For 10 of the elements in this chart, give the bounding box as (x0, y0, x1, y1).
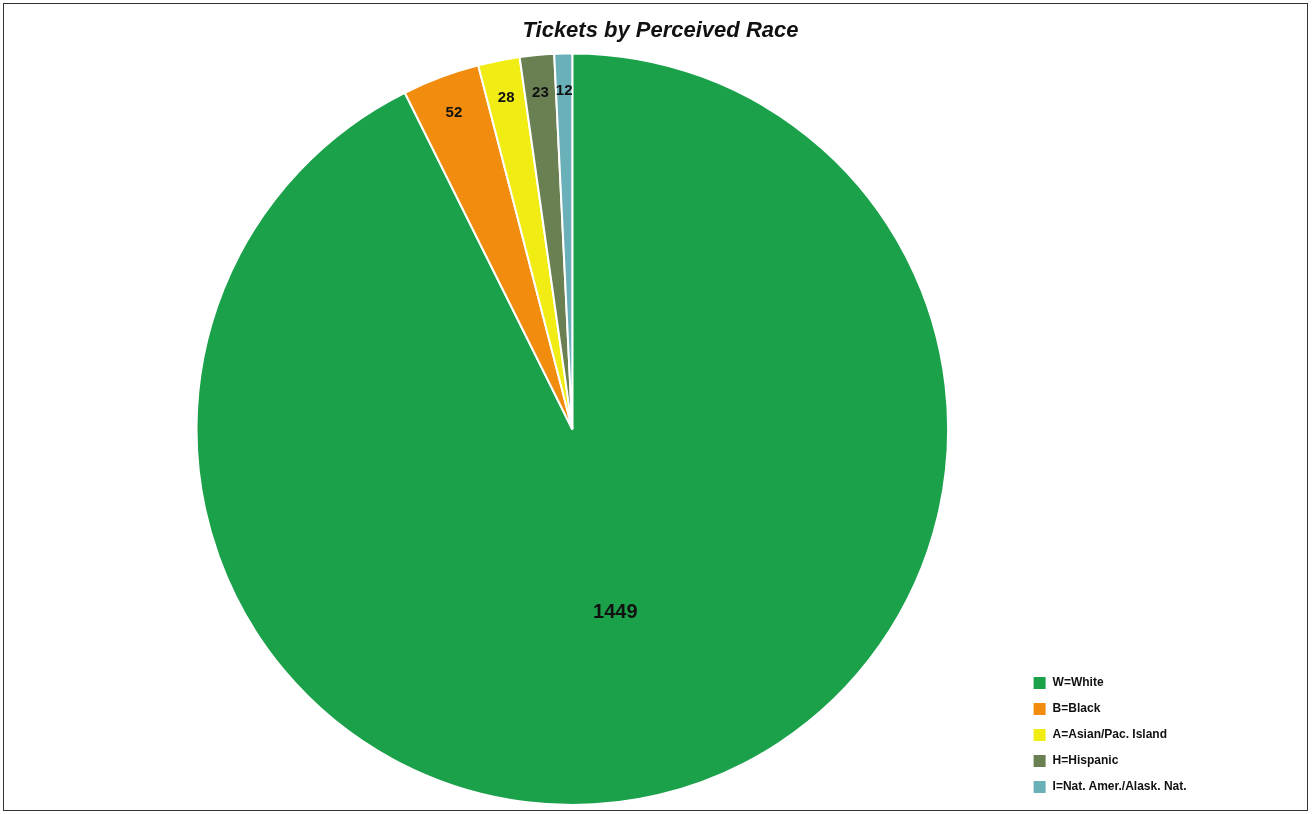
data-label: 23 (532, 82, 549, 100)
legend-label: H=Hispanic (1052, 753, 1119, 768)
legend-label: W=White (1052, 675, 1104, 690)
legend-label: I=Nat. Amer./Alask. Nat. (1052, 779, 1187, 794)
legend-label: B=Black (1052, 701, 1101, 716)
chart-title: Tickets by Perceived Race (522, 17, 799, 43)
data-label: 1449 (593, 599, 638, 622)
data-label: 52 (445, 102, 463, 120)
data-label: 28 (497, 87, 515, 105)
legend-label: A=Asian/Pac. Island (1052, 727, 1167, 742)
